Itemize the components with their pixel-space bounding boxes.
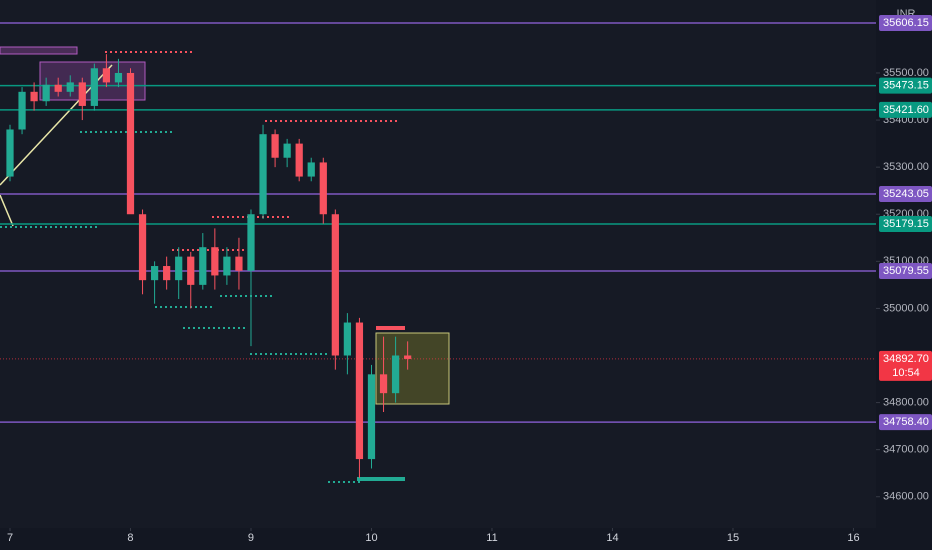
y-tick-label: 35300.00 (883, 161, 929, 173)
candle-body (271, 134, 279, 158)
candle-body (114, 72, 123, 83)
candle-body (78, 82, 86, 106)
candle-body (150, 266, 159, 281)
level-label: 35079.55 (883, 265, 929, 277)
candle-body (391, 355, 400, 394)
x-tick-label: 14 (606, 532, 618, 544)
drawings (0, 46, 450, 483)
y-tick-label: 35500.00 (883, 67, 929, 79)
candle-body (331, 214, 339, 356)
candle-body (307, 162, 315, 177)
level-tag (879, 414, 932, 431)
candle-body (175, 256, 183, 281)
y-tick-label: 34800.00 (883, 396, 929, 408)
candle-body (90, 68, 98, 106)
candle-body (66, 82, 74, 92)
last-price-label: 34892.70 (883, 353, 929, 365)
candle-body (367, 374, 376, 460)
candle-body (247, 214, 255, 271)
level-label: 35243.05 (883, 188, 929, 200)
candle-body (126, 72, 135, 215)
level-label: 35421.60 (883, 104, 929, 116)
candle-body (54, 84, 62, 92)
level-tag (879, 262, 932, 279)
x-tick-label: 10 (365, 532, 377, 544)
trend-line (0, 194, 14, 227)
last-price-tag (879, 350, 932, 381)
candle-body (343, 322, 352, 356)
x-tick-label: 16 (847, 532, 859, 544)
level-tag (879, 101, 932, 118)
candle-body (42, 84, 50, 102)
candle-body (102, 68, 111, 83)
candle-body (138, 214, 147, 281)
x-tick-label: 7 (7, 532, 13, 544)
level-label: 35473.15 (883, 80, 929, 92)
candle-body (379, 374, 388, 394)
candle-body (163, 266, 171, 281)
candle-body (259, 134, 267, 215)
level-label: 35179.15 (883, 218, 929, 230)
x-tick-label: 15 (727, 532, 739, 544)
level-tag (879, 77, 932, 94)
x-tick-label: 8 (127, 532, 133, 544)
level-tag (879, 185, 932, 202)
candle-body (283, 143, 291, 158)
candle-body (6, 129, 14, 177)
candle-body (223, 256, 231, 276)
candle-body (295, 143, 303, 177)
candle-body (355, 322, 364, 460)
last-price-time: 10:54 (892, 367, 920, 379)
candle-body (30, 91, 38, 102)
x-tick-label: 9 (248, 532, 254, 544)
y-tick-label: 34700.00 (883, 444, 929, 456)
candle-body (199, 247, 207, 285)
level-tag (879, 15, 932, 32)
candle-body (404, 355, 412, 359)
level-tag (879, 216, 932, 233)
zone (0, 46, 78, 55)
x-tick-label: 11 (486, 532, 497, 544)
candle-body (187, 256, 195, 285)
x-axis-strip (0, 528, 932, 550)
candle-body (319, 162, 327, 215)
y-tick-label: 34600.00 (883, 491, 929, 503)
candle-body (18, 91, 26, 130)
level-label: 34758.40 (883, 416, 929, 428)
candle-body (211, 247, 219, 276)
candle-body (235, 256, 243, 271)
y-tick-label: 35000.00 (883, 302, 929, 314)
level-label: 35606.15 (883, 17, 929, 29)
zone (375, 332, 450, 405)
